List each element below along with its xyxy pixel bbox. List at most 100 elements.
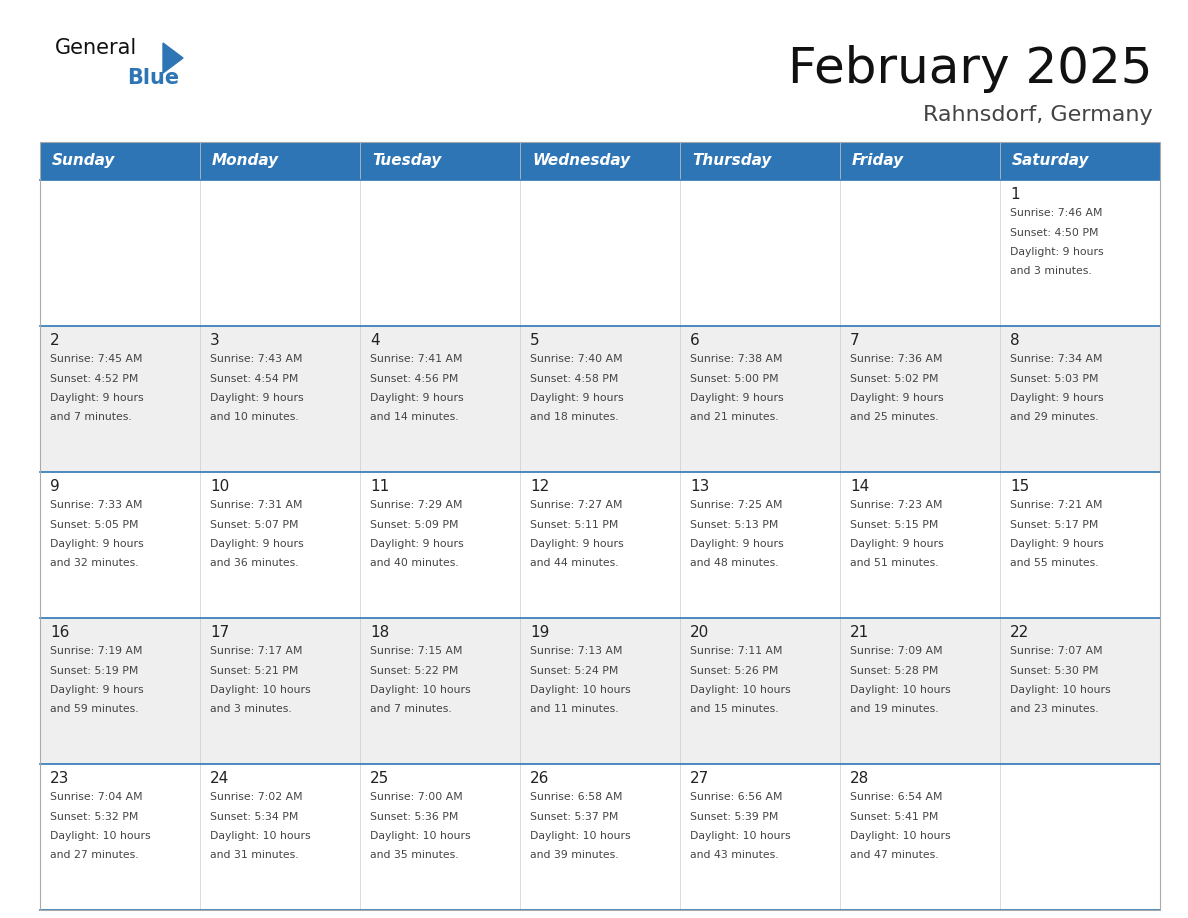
Text: 25: 25 bbox=[369, 771, 390, 786]
Text: 9: 9 bbox=[50, 479, 59, 494]
Text: Daylight: 9 hours: Daylight: 9 hours bbox=[369, 393, 463, 403]
Text: Sunset: 5:11 PM: Sunset: 5:11 PM bbox=[530, 520, 619, 530]
Text: Daylight: 10 hours: Daylight: 10 hours bbox=[50, 831, 151, 841]
Text: Sunset: 5:34 PM: Sunset: 5:34 PM bbox=[210, 812, 298, 822]
Bar bbox=[40, 180, 1159, 326]
Text: Sunrise: 7:15 AM: Sunrise: 7:15 AM bbox=[369, 646, 462, 656]
Text: February 2025: February 2025 bbox=[789, 45, 1154, 93]
Text: Sunset: 4:56 PM: Sunset: 4:56 PM bbox=[369, 374, 459, 384]
Text: 27: 27 bbox=[690, 771, 709, 786]
Text: Sunrise: 7:46 AM: Sunrise: 7:46 AM bbox=[1010, 208, 1102, 218]
Text: 24: 24 bbox=[210, 771, 229, 786]
Text: Sunrise: 7:29 AM: Sunrise: 7:29 AM bbox=[369, 500, 462, 510]
Text: and 3 minutes.: and 3 minutes. bbox=[1010, 266, 1092, 276]
Text: 26: 26 bbox=[530, 771, 549, 786]
Text: and 43 minutes.: and 43 minutes. bbox=[690, 850, 778, 860]
Text: Sunrise: 7:36 AM: Sunrise: 7:36 AM bbox=[849, 354, 942, 364]
Text: Friday: Friday bbox=[852, 153, 904, 169]
Text: Blue: Blue bbox=[127, 68, 179, 88]
Text: 12: 12 bbox=[530, 479, 549, 494]
Text: 28: 28 bbox=[849, 771, 870, 786]
Text: and 51 minutes.: and 51 minutes. bbox=[849, 558, 939, 568]
Text: Sunset: 4:52 PM: Sunset: 4:52 PM bbox=[50, 374, 138, 384]
Text: Sunset: 5:03 PM: Sunset: 5:03 PM bbox=[1010, 374, 1099, 384]
Text: Daylight: 10 hours: Daylight: 10 hours bbox=[690, 685, 791, 695]
Text: and 27 minutes.: and 27 minutes. bbox=[50, 850, 139, 860]
Text: 14: 14 bbox=[849, 479, 870, 494]
Text: and 19 minutes.: and 19 minutes. bbox=[849, 704, 939, 714]
Text: Sunrise: 7:43 AM: Sunrise: 7:43 AM bbox=[210, 354, 303, 364]
Text: Daylight: 9 hours: Daylight: 9 hours bbox=[849, 393, 943, 403]
Text: and 7 minutes.: and 7 minutes. bbox=[369, 704, 451, 714]
Text: Sunrise: 7:34 AM: Sunrise: 7:34 AM bbox=[1010, 354, 1102, 364]
Text: Sunrise: 6:58 AM: Sunrise: 6:58 AM bbox=[530, 792, 623, 802]
Text: Daylight: 9 hours: Daylight: 9 hours bbox=[530, 393, 624, 403]
Bar bbox=[40, 142, 1159, 910]
Text: and 15 minutes.: and 15 minutes. bbox=[690, 704, 778, 714]
Bar bbox=[40, 764, 1159, 910]
Text: Sunset: 5:39 PM: Sunset: 5:39 PM bbox=[690, 812, 778, 822]
Text: 10: 10 bbox=[210, 479, 229, 494]
Text: Sunset: 5:05 PM: Sunset: 5:05 PM bbox=[50, 520, 139, 530]
Text: Sunrise: 7:07 AM: Sunrise: 7:07 AM bbox=[1010, 646, 1102, 656]
Text: and 11 minutes.: and 11 minutes. bbox=[530, 704, 619, 714]
Text: Sunset: 5:26 PM: Sunset: 5:26 PM bbox=[690, 666, 778, 676]
Text: Sunrise: 7:04 AM: Sunrise: 7:04 AM bbox=[50, 792, 143, 802]
Text: Sunrise: 7:41 AM: Sunrise: 7:41 AM bbox=[369, 354, 462, 364]
Text: 11: 11 bbox=[369, 479, 390, 494]
Text: Daylight: 9 hours: Daylight: 9 hours bbox=[369, 539, 463, 549]
Text: Sunset: 5:32 PM: Sunset: 5:32 PM bbox=[50, 812, 138, 822]
Text: Sunrise: 7:11 AM: Sunrise: 7:11 AM bbox=[690, 646, 783, 656]
Text: and 59 minutes.: and 59 minutes. bbox=[50, 704, 139, 714]
Text: 7: 7 bbox=[849, 333, 860, 348]
Bar bbox=[40, 326, 1159, 472]
Text: Sunrise: 7:09 AM: Sunrise: 7:09 AM bbox=[849, 646, 942, 656]
Text: 15: 15 bbox=[1010, 479, 1029, 494]
Text: and 7 minutes.: and 7 minutes. bbox=[50, 412, 132, 422]
Bar bbox=[40, 618, 1159, 764]
Text: and 47 minutes.: and 47 minutes. bbox=[849, 850, 939, 860]
Text: Sunset: 5:28 PM: Sunset: 5:28 PM bbox=[849, 666, 939, 676]
Text: Sunset: 5:09 PM: Sunset: 5:09 PM bbox=[369, 520, 459, 530]
Text: Sunset: 4:50 PM: Sunset: 4:50 PM bbox=[1010, 228, 1099, 238]
Text: Daylight: 10 hours: Daylight: 10 hours bbox=[530, 831, 631, 841]
Text: and 48 minutes.: and 48 minutes. bbox=[690, 558, 778, 568]
Text: 21: 21 bbox=[849, 625, 870, 640]
Text: Sunset: 5:22 PM: Sunset: 5:22 PM bbox=[369, 666, 459, 676]
Bar bbox=[40, 142, 1159, 180]
Text: Sunset: 5:37 PM: Sunset: 5:37 PM bbox=[530, 812, 619, 822]
Text: and 21 minutes.: and 21 minutes. bbox=[690, 412, 778, 422]
Text: Daylight: 10 hours: Daylight: 10 hours bbox=[849, 685, 950, 695]
Text: 13: 13 bbox=[690, 479, 709, 494]
Text: Daylight: 9 hours: Daylight: 9 hours bbox=[690, 539, 784, 549]
Text: Sunset: 5:07 PM: Sunset: 5:07 PM bbox=[210, 520, 298, 530]
Text: Sunset: 5:17 PM: Sunset: 5:17 PM bbox=[1010, 520, 1099, 530]
Text: Sunset: 4:54 PM: Sunset: 4:54 PM bbox=[210, 374, 298, 384]
Text: and 14 minutes.: and 14 minutes. bbox=[369, 412, 459, 422]
Text: Sunset: 5:15 PM: Sunset: 5:15 PM bbox=[849, 520, 939, 530]
Text: and 10 minutes.: and 10 minutes. bbox=[210, 412, 298, 422]
Text: 23: 23 bbox=[50, 771, 69, 786]
Text: and 35 minutes.: and 35 minutes. bbox=[369, 850, 459, 860]
Text: Sunrise: 7:17 AM: Sunrise: 7:17 AM bbox=[210, 646, 303, 656]
Text: Sunday: Sunday bbox=[52, 153, 115, 169]
Text: Monday: Monday bbox=[211, 153, 279, 169]
Text: Daylight: 10 hours: Daylight: 10 hours bbox=[530, 685, 631, 695]
Text: Thursday: Thursday bbox=[691, 153, 771, 169]
Text: Sunset: 5:41 PM: Sunset: 5:41 PM bbox=[849, 812, 939, 822]
Text: and 3 minutes.: and 3 minutes. bbox=[210, 704, 292, 714]
Text: Daylight: 10 hours: Daylight: 10 hours bbox=[369, 831, 470, 841]
Polygon shape bbox=[163, 43, 183, 73]
Text: Sunrise: 7:25 AM: Sunrise: 7:25 AM bbox=[690, 500, 783, 510]
Text: Sunset: 5:00 PM: Sunset: 5:00 PM bbox=[690, 374, 778, 384]
Text: Daylight: 9 hours: Daylight: 9 hours bbox=[849, 539, 943, 549]
Text: Daylight: 10 hours: Daylight: 10 hours bbox=[1010, 685, 1111, 695]
Text: Sunrise: 7:40 AM: Sunrise: 7:40 AM bbox=[530, 354, 623, 364]
Text: 8: 8 bbox=[1010, 333, 1019, 348]
Text: and 44 minutes.: and 44 minutes. bbox=[530, 558, 619, 568]
Text: Sunset: 5:36 PM: Sunset: 5:36 PM bbox=[369, 812, 459, 822]
Text: Sunset: 5:21 PM: Sunset: 5:21 PM bbox=[210, 666, 298, 676]
Text: Sunset: 5:24 PM: Sunset: 5:24 PM bbox=[530, 666, 619, 676]
Text: Sunrise: 7:13 AM: Sunrise: 7:13 AM bbox=[530, 646, 623, 656]
Text: 6: 6 bbox=[690, 333, 700, 348]
